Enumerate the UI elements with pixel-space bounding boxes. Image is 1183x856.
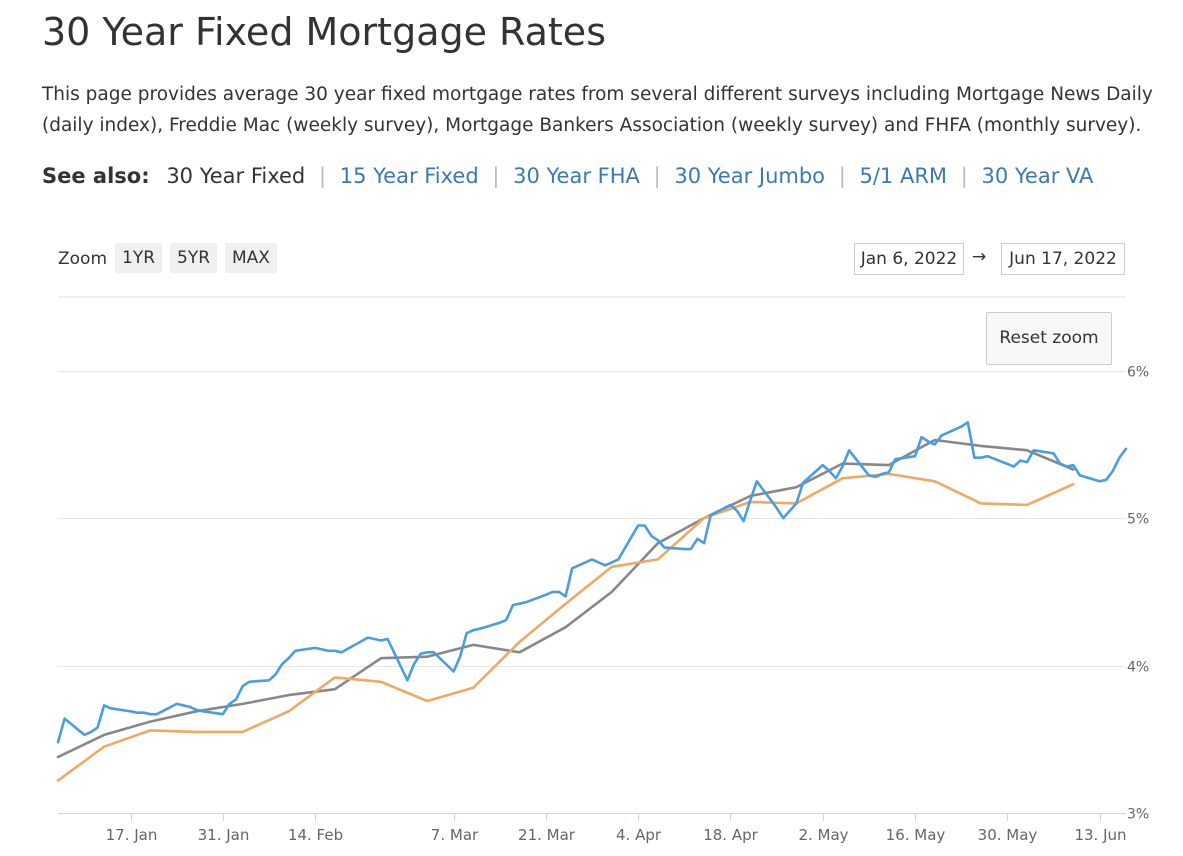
see-also-current: 30 Year Fixed bbox=[166, 164, 306, 188]
series-line-0 bbox=[56, 421, 1128, 744]
separator: | bbox=[318, 164, 327, 188]
zoom-1yr-button[interactable]: 1YR bbox=[115, 243, 163, 273]
x-tick-label: 7. Mar bbox=[431, 826, 479, 844]
link-5-1-arm[interactable]: 5/1 ARM bbox=[859, 164, 948, 188]
link-30-year-jumbo[interactable]: 30 Year Jumbo bbox=[674, 164, 826, 188]
y-tick-label: 5% bbox=[1127, 512, 1149, 528]
x-tick-label: 14. Feb bbox=[288, 826, 343, 844]
zoom-label: Zoom bbox=[58, 249, 108, 269]
series-line-2 bbox=[56, 472, 1075, 782]
separator: | bbox=[838, 164, 846, 188]
link-15-year-fixed[interactable]: 15 Year Fixed bbox=[339, 164, 479, 188]
x-tick-label: 18. Apr bbox=[703, 826, 758, 844]
x-tick-label: 13. Jun bbox=[1074, 826, 1126, 844]
link-30-year-va[interactable]: 30 Year VA bbox=[981, 164, 1094, 188]
series-line-1 bbox=[56, 438, 1075, 759]
separator: | bbox=[653, 164, 661, 188]
zoom-5yr-button[interactable]: 5YR bbox=[170, 243, 218, 273]
y-tick-label: 4% bbox=[1127, 660, 1149, 676]
separator: | bbox=[492, 164, 500, 188]
link-30-year-fha[interactable]: 30 Year FHA bbox=[513, 164, 640, 188]
x-tick-label: 21. Mar bbox=[518, 826, 576, 844]
x-tick-label: 17. Jan bbox=[106, 826, 158, 844]
y-tick-label: 3% bbox=[1127, 807, 1149, 823]
separator: | bbox=[960, 164, 968, 188]
zoom-max-button[interactable]: MAX bbox=[225, 243, 277, 273]
x-tick-label: 30. May bbox=[978, 826, 1038, 844]
x-tick-label: 4. Apr bbox=[616, 826, 662, 844]
see-also-nav: See also: 30 Year Fixed | 15 Year Fixed … bbox=[42, 164, 1093, 188]
page-intro: This page provides average 30 year fixed… bbox=[42, 84, 1153, 136]
page-title: 30 Year Fixed Mortgage Rates bbox=[42, 10, 606, 54]
x-tick-label: 2. May bbox=[798, 826, 848, 844]
y-tick-label: 6% bbox=[1127, 365, 1149, 381]
date-from-input[interactable]: Jan 6, 2022 bbox=[854, 243, 964, 275]
date-to-input[interactable]: Jun 17, 2022 bbox=[1001, 243, 1125, 275]
x-tick-label: 16. May bbox=[886, 826, 946, 844]
reset-zoom-button[interactable]: Reset zoom bbox=[986, 312, 1112, 365]
x-tick-label: 31. Jan bbox=[198, 826, 250, 844]
date-range-arrow: → bbox=[972, 247, 987, 267]
chart-plot[interactable]: 3% 4% 5% 6% 17. Jan 31. Jan 14. Feb 7. Mar 21. M… bbox=[0, 225, 1183, 856]
see-also-label: See also: bbox=[42, 164, 150, 188]
chart-container: 3% 4% 5% 6% 17. Jan 31. Jan 14. Feb 7. Mar 21. M… bbox=[0, 225, 1183, 856]
